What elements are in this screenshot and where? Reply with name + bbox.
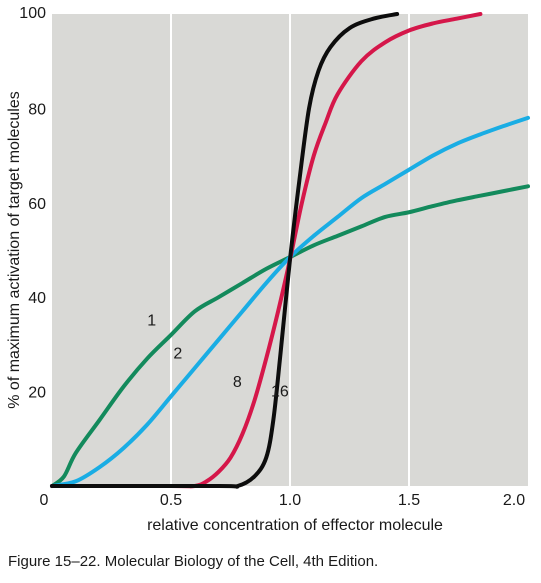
y-tick-label: 20 (28, 385, 46, 402)
y-tick-label: 100 (19, 5, 46, 22)
x-tick-label: 0.5 (160, 492, 182, 509)
curve-label-n8: 8 (233, 374, 242, 391)
y-tick-labels: 20 40 60 80 100 (19, 5, 46, 402)
y-tick-label: 60 (28, 196, 46, 213)
curve-label-n16: 16 (271, 383, 289, 400)
curve-label-n1: 1 (147, 313, 156, 330)
x-tick-label: 1.5 (398, 492, 420, 509)
x-axis-label: relative concentration of effector molec… (147, 517, 443, 534)
x-tick-label: 2.0 (503, 492, 525, 509)
x-tick-label: 0 (40, 492, 49, 509)
activation-chart: 12 8 16 0 0.5 1.0 1.5 2.0 20 40 60 80 100 relative… (6, 5, 530, 534)
y-axis-label: % of maximum activation of target molecu… (6, 91, 23, 408)
x-tick-labels: 0 0.5 1.0 1.5 2.0 (40, 492, 526, 509)
figure-caption: Figure 15–22. Molecular Biology of the C… (8, 553, 379, 570)
y-tick-label: 40 (28, 290, 46, 307)
curve-n1 (50, 184, 530, 488)
y-tick-label: 80 (28, 101, 46, 118)
curves (50, 12, 530, 489)
curve-label-n2: 2 (173, 346, 182, 363)
x-tick-label: 1.0 (279, 492, 301, 509)
curve-labels: 12 8 16 (147, 313, 289, 401)
curve-n16 (50, 12, 400, 489)
